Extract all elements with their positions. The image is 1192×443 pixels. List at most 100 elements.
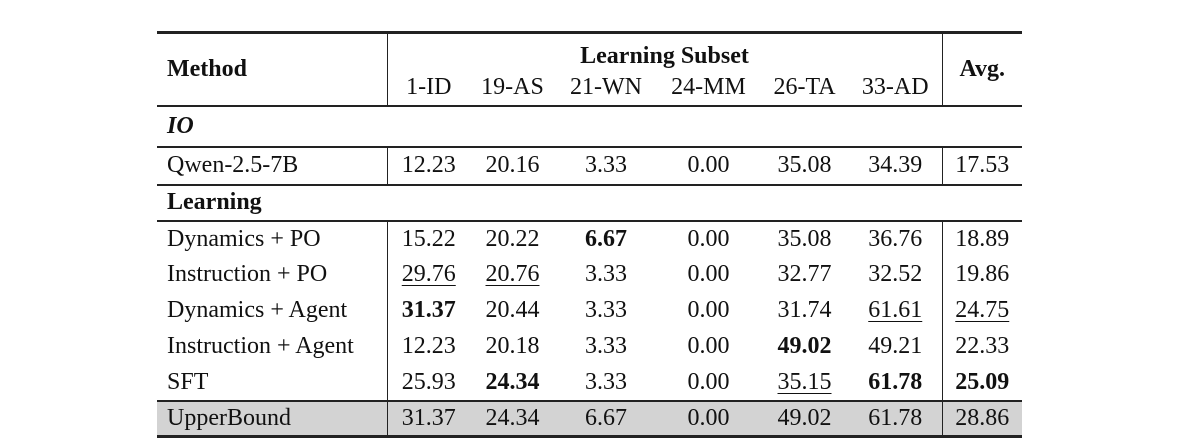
value: 31.37	[401, 297, 456, 323]
value: 32.77	[777, 261, 832, 287]
value-cell: 18.89	[942, 219, 1022, 257]
value-cell: 24.34	[470, 399, 555, 438]
method-cell: Dynamics + Agent	[157, 292, 388, 329]
value: 24.34	[485, 368, 540, 395]
value: 22.33	[955, 333, 1010, 359]
value: 61.78	[868, 404, 923, 431]
data-row: Instruction + PO 29.76 20.76 3.33 0.00 32.77 3…	[157, 256, 1022, 293]
value: 20.22	[485, 225, 540, 252]
value-cell: 22.33	[942, 329, 1022, 365]
method-cell: Instruction + Agent	[157, 328, 388, 365]
value-cell: 49.02	[760, 399, 849, 438]
value-cell: 34.39	[849, 145, 943, 185]
value: 18.89	[955, 225, 1010, 252]
value-cell: 3.33	[555, 257, 657, 293]
value-cell: 24.75	[942, 293, 1022, 329]
value-cell: 61.78	[849, 364, 943, 401]
column-header: 19-AS	[481, 73, 544, 100]
value-cell: 20.16	[470, 145, 555, 185]
value-cell: 0.00	[657, 365, 760, 401]
value-cell: 20.22	[470, 219, 555, 257]
value-cell: 12.23	[387, 329, 470, 365]
column-header: 21-WN	[570, 73, 642, 100]
value-cell: 61.78	[849, 399, 943, 438]
value: 28.86	[955, 404, 1010, 431]
header-group: Learning Subset	[387, 31, 943, 70]
value: 0.00	[687, 297, 730, 323]
section-row: IO	[157, 104, 1022, 147]
value-cell: 15.22	[387, 219, 470, 257]
value-cell: 3.33	[555, 365, 657, 401]
value: 35.08	[777, 225, 832, 252]
value-cell: 35.08	[760, 145, 849, 185]
value-cell: 35.08	[760, 219, 849, 257]
value-cell: 0.00	[657, 329, 760, 365]
value-cell: 17.53	[942, 145, 1022, 185]
value-cell: 49.02	[760, 329, 849, 365]
value: 3.33	[585, 152, 627, 178]
data-row: Qwen-2.5-7B 12.23 20.16 3.33 0.00 35.08 34.39 1…	[157, 145, 1022, 185]
data-row: Dynamics + PO 15.22 20.22 6.67 0.00 35.08 36.7…	[157, 219, 1022, 257]
value-cell: 0.00	[657, 257, 760, 293]
value-cell: 25.93	[387, 365, 470, 401]
value-cell: 31.37	[387, 293, 470, 329]
header-avg: Avg.	[942, 31, 1022, 106]
value: 24.34	[485, 404, 540, 431]
value-cell: 6.67	[555, 219, 657, 257]
value-cell: 28.86	[942, 399, 1022, 438]
method-cell: SFT	[157, 364, 388, 401]
value: 24.75	[955, 297, 1010, 323]
value-cell: 31.74	[760, 293, 849, 329]
value-cell: 19.86	[942, 257, 1022, 293]
column-header: 33-AD	[849, 69, 943, 106]
value: 25.09	[955, 368, 1010, 395]
data-row: SFT 25.93 24.34 3.33 0.00 35.15 61.78 25.09	[157, 364, 1022, 401]
value: 3.33	[585, 333, 627, 359]
value-cell: 0.00	[657, 145, 760, 185]
value: 12.23	[401, 333, 456, 359]
value-cell: 24.34	[470, 365, 555, 401]
value: 20.44	[485, 297, 540, 323]
value: 49.21	[868, 333, 923, 359]
value: 35.08	[777, 152, 832, 178]
value: 17.53	[955, 152, 1010, 178]
value-cell: 20.18	[470, 329, 555, 365]
value: 61.61	[868, 297, 923, 323]
value-cell: 12.23	[387, 145, 470, 185]
value-cell: 32.77	[760, 257, 849, 293]
value: 0.00	[687, 333, 730, 359]
column-header: 26-TA	[773, 73, 836, 100]
value: 0.00	[687, 261, 730, 287]
value-cell: 0.00	[657, 399, 760, 438]
value: 61.78	[868, 368, 923, 395]
value: 0.00	[687, 404, 730, 431]
value-cell: 35.15	[760, 365, 849, 401]
data-row: Instruction + Agent 12.23 20.18 3.33 0.00 49.…	[157, 328, 1022, 365]
section-title: IO	[157, 104, 1022, 147]
method-cell: UpperBound	[157, 399, 388, 438]
data-row: Dynamics + Agent 31.37 20.44 3.33 0.00 31.74 6…	[157, 292, 1022, 329]
value: 0.00	[687, 225, 730, 252]
value-cell: 25.09	[942, 365, 1022, 401]
value: 32.52	[868, 261, 923, 287]
value: 34.39	[868, 152, 923, 178]
value: 6.67	[585, 225, 627, 252]
method-cell: Dynamics + PO	[157, 219, 388, 257]
value: 6.67	[585, 404, 627, 431]
header-method: Method	[157, 31, 388, 106]
value-cell: 36.76	[849, 219, 943, 257]
value: 19.86	[955, 261, 1010, 287]
value-cell: 3.33	[555, 329, 657, 365]
section-row: Learning	[157, 183, 1022, 221]
value: 31.74	[777, 297, 832, 323]
value: 15.22	[401, 225, 456, 252]
value-cell: 0.00	[657, 293, 760, 329]
value: 0.00	[687, 368, 730, 395]
upper-row: UpperBound 31.37 24.34 6.67 0.00 49.02 61.78 28…	[157, 399, 1022, 438]
value-cell: 3.33	[555, 293, 657, 329]
value: 49.02	[777, 404, 832, 431]
method-cell: Instruction + PO	[157, 256, 388, 293]
value: 3.33	[585, 261, 627, 287]
value-cell: 20.44	[470, 293, 555, 329]
